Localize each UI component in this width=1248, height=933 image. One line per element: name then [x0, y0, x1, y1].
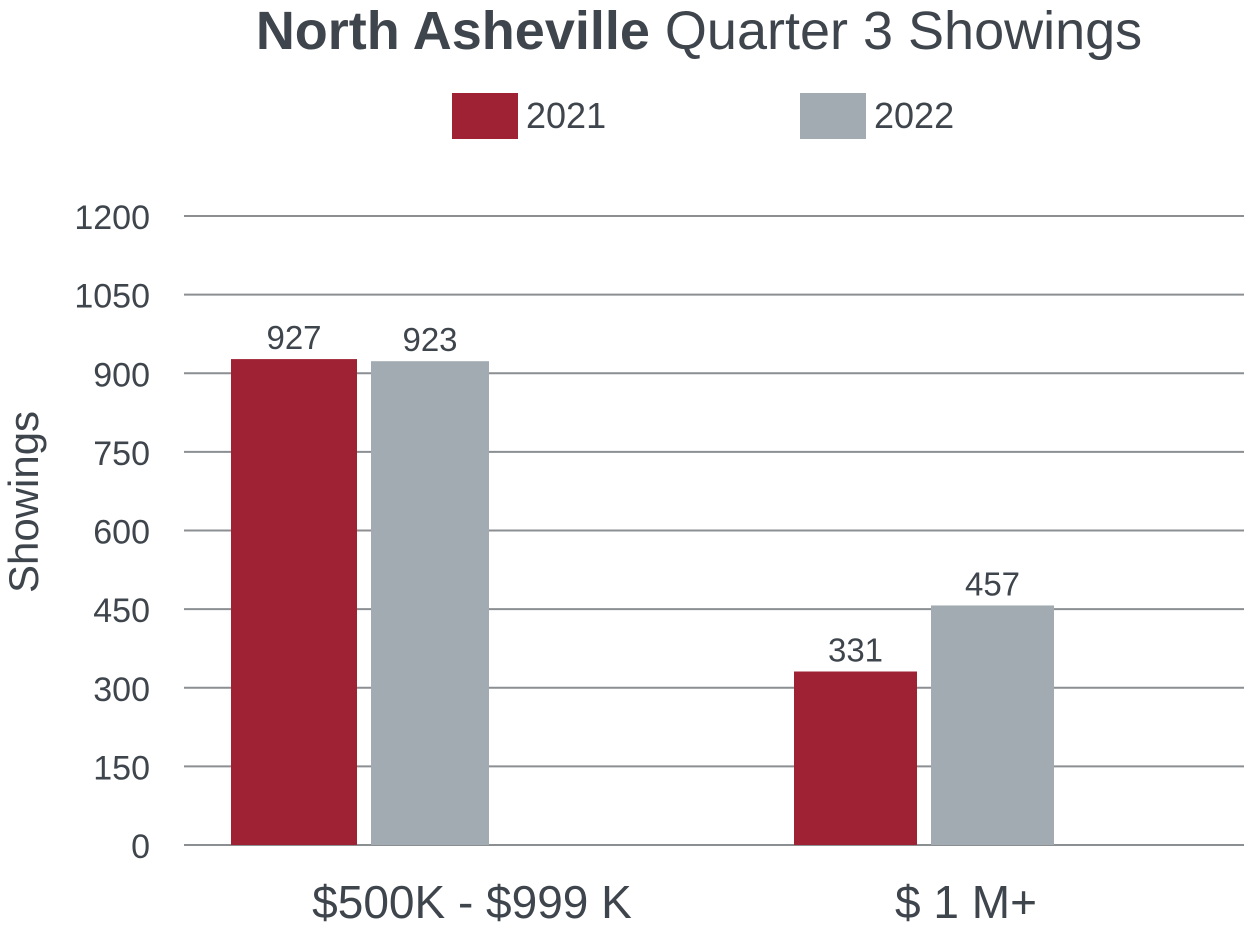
y-axis-label: Showings	[0, 411, 47, 593]
legend-item-2021: 2021	[452, 93, 606, 139]
data-label-2021-1: 331	[828, 632, 883, 669]
chart-title: North Asheville Quarter 3 Showings	[0, 0, 1248, 62]
bars	[231, 359, 1054, 845]
y-tick-label-1200: 1200	[74, 199, 150, 237]
x-tick-labels: $500K - $999 K $ 1 M+	[312, 876, 1037, 928]
data-label-2022-1: 457	[965, 565, 1020, 602]
y-tick-label-1050: 1050	[74, 278, 150, 316]
data-labels: 927 923 331 457	[266, 319, 1020, 668]
chart-title-bold: North Asheville	[255, 1, 650, 61]
chart-title-regular: Quarter 3 Showings	[664, 1, 1143, 61]
legend: 2021 2022	[0, 0, 1248, 160]
x-tick-label-0: $500K - $999 K	[312, 876, 632, 928]
bar-2022-0	[371, 361, 489, 845]
legend-label-2021: 2021	[526, 95, 607, 136]
y-tick-label-750: 750	[93, 435, 150, 473]
bar-2021-1	[794, 671, 917, 845]
legend-swatch-2022	[800, 93, 866, 139]
y-tick-label-150: 150	[93, 749, 150, 787]
legend-label-2022: 2022	[874, 95, 955, 136]
y-tick-label-900: 900	[93, 356, 150, 394]
bar-2021-0	[231, 359, 357, 845]
gridlines	[184, 215, 1244, 846]
legend-item-2022: 2022	[800, 93, 954, 139]
bar-2022-1	[931, 605, 1054, 845]
legend-swatch-2021	[452, 93, 518, 139]
x-tick-label-1: $ 1 M+	[895, 876, 1037, 928]
y-tick-label-450: 450	[93, 592, 150, 630]
data-label-2021-0: 927	[266, 319, 321, 356]
y-tick-label-600: 600	[93, 514, 150, 552]
y-tick-label-300: 300	[93, 671, 150, 709]
y-tick-labels: 0 150 300 450 600 750 900 1050 1200	[74, 199, 150, 866]
y-tick-label-0: 0	[131, 828, 150, 866]
data-label-2022-0: 923	[402, 321, 457, 358]
